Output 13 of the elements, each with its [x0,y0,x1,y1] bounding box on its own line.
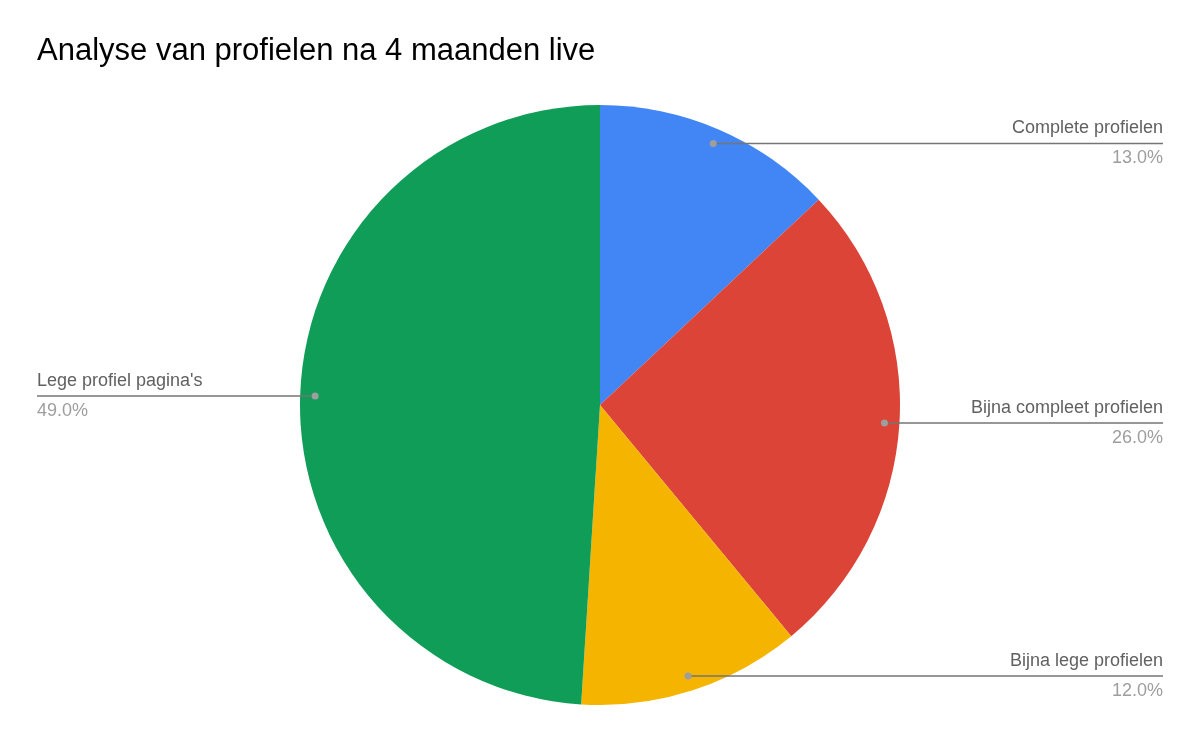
pie-slice [600,105,819,405]
slice-label: Bijna lege profielen [1009,650,1163,671]
slice-label: Complete profielen [1011,117,1163,138]
data-label: 26.0% [1111,426,1163,447]
pie-slice [581,405,792,705]
data-label: 13.0% [1111,147,1163,168]
data-label: 12.0% [1111,680,1163,701]
data-label: 49.0% [37,400,89,421]
pie-slice [300,105,600,705]
slice-label: Bijna compleet profielen [970,396,1163,417]
pie-slice [600,199,900,637]
chart-title: Analyse van profielen na 4 maanden live [37,32,596,67]
slice-label: Lege profiel pagina's [37,370,203,391]
